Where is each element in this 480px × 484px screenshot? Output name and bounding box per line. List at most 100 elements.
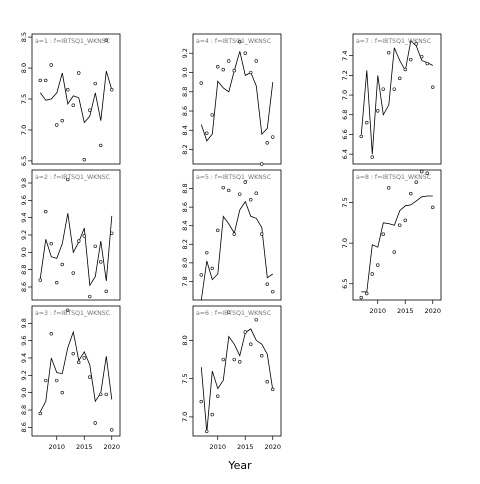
data-point [44,209,48,214]
y-tick-label: 6.5 [20,156,28,166]
y-tick-label: 9.2 [181,48,189,58]
data-point [249,342,253,346]
data-point [99,392,103,397]
y-tick-label: 7.5 [181,373,189,383]
data-point [227,310,231,314]
data-point [104,289,108,294]
facet-label: a=7 : f=IBTSQ1_WKNSC [356,38,431,45]
data-point [88,375,92,379]
data-point [414,42,418,46]
data-point [93,244,97,248]
data-point [376,263,380,267]
data-point [409,57,413,62]
data-point [60,390,64,395]
y-tick-label: 9.8 [20,318,28,328]
y-tick-label: 8.8 [20,264,28,274]
series-line [39,330,113,412]
y-tick-label: 9.4 [20,353,28,363]
panel-frame [192,33,282,165]
facet-label: a=1 : f=IBTSQ1_WKNSC [35,38,110,45]
data-point [49,63,53,67]
x-tick-label: 2015 [76,443,93,451]
data-point [38,411,42,416]
data-point [260,354,264,358]
series-line [361,195,433,293]
panel-frame [31,169,121,301]
x-tick-label: 2020 [264,443,281,451]
y-tick-label: 8.8 [20,405,28,415]
y-tick-label: 6.5 [341,279,349,289]
y-tick-label: 8.8 [181,183,189,193]
y-tick-label: 8.6 [181,106,189,116]
data-point [66,177,70,182]
data-point [420,169,424,174]
y-tick-label: 7.0 [341,238,349,248]
x-tick-label: 2015 [397,307,414,315]
data-point [110,88,114,92]
data-point [71,103,75,107]
panel-frame [31,305,121,437]
panel-frame [352,169,442,301]
x-tick-label: 2010 [209,443,226,451]
facet-panel-7: 6.4 6.6 6.8 7.0 7.2 7.4 a=7 : f=IBTSQ1_WKNSC [341,33,442,165]
x-tick-label: 2010 [369,307,386,315]
data-point [243,51,247,55]
facet-panel-4: 8.2 8.4 8.6 8.8 9.0 9.2 a=4 : f=IBTSQ1_WKNSC [181,33,282,166]
data-point [221,67,225,72]
data-point [60,262,64,267]
y-tick-label: 8.5 [20,32,28,42]
facet-panel-3: 8.6 8.8 9.0 9.2 9.4 9.6 9.8 2010 2015 2020 a=3 : f… [20,305,121,451]
y-tick-label: 7.5 [20,94,28,104]
data-point [88,294,92,299]
series-line [200,200,274,301]
facet-panel-6: 7.0 7.5 8.0 2010 2015 2020 a=6 : f=IBTSQ1_WKNS… [181,305,282,451]
data-point [82,356,86,360]
data-point [265,141,269,145]
y-tick-label: 7.4 [341,50,349,60]
data-point [55,280,59,285]
x-axis-title: Year [228,459,252,472]
y-tick-label: 6.4 [341,149,349,159]
data-point [99,260,103,264]
x-tick-label: 2010 [48,443,65,451]
data-point [249,198,253,202]
data-point [387,51,391,55]
facet-label: a=4 : f=IBTSQ1_WKNSC [196,38,271,45]
series-line [200,51,274,142]
facet-label: a=3 : f=IBTSQ1_WKNSC [35,310,110,317]
data-point [88,108,92,112]
data-point [82,157,86,162]
data-point [260,232,264,236]
data-point [254,318,258,322]
data-point [271,135,275,139]
data-point [409,191,413,196]
series-line [360,40,433,155]
y-tick-label: 9.0 [20,387,28,397]
panel-frame [192,169,282,301]
y-tick-label: 8.2 [181,239,189,249]
data-point [66,308,70,313]
data-point [205,250,209,255]
data-point [425,171,429,175]
data-point [260,162,264,166]
data-point [71,271,75,275]
data-point [221,185,225,190]
data-point [232,68,236,73]
y-tick-label: 7.5 [341,197,349,207]
y-tick-label: 7.2 [341,70,349,80]
data-point [254,59,258,63]
data-point [420,54,424,59]
data-point [370,272,374,276]
data-point [265,282,269,286]
y-tick-label: 8.0 [181,335,189,345]
y-tick-label: 9.6 [20,195,28,205]
data-point [254,191,258,195]
y-tick-label: 9.0 [20,247,28,257]
data-point [66,88,70,92]
facet-label: a=6 : f=IBTSQ1_WKNSC [196,310,271,317]
y-tick-label: 6.6 [341,129,349,139]
x-tick-label: 2020 [103,443,120,451]
y-tick-label: 8.4 [181,125,189,135]
x-tick-label: 2020 [424,307,441,315]
data-point [425,61,429,66]
